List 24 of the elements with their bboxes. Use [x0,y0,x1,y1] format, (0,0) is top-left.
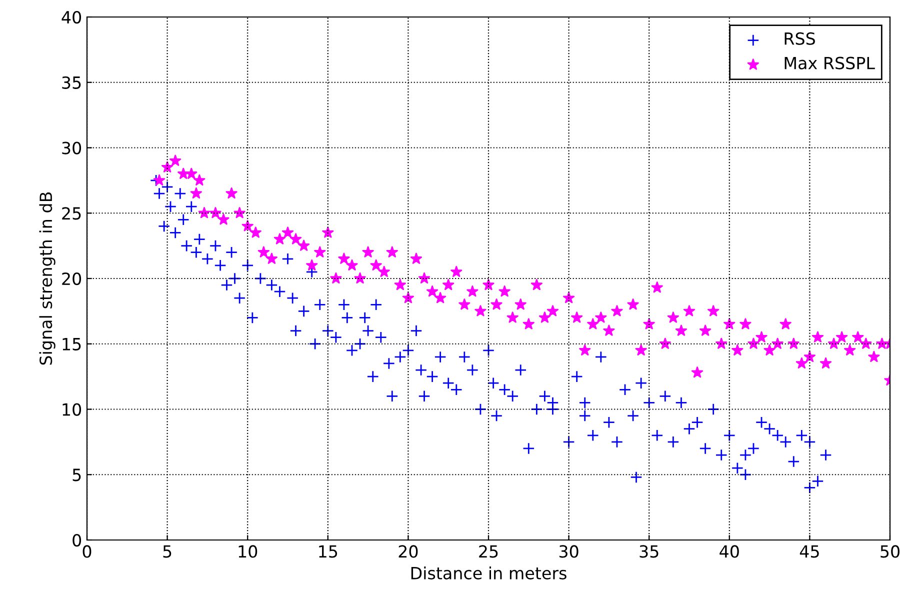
x-tick-label: 40 [720,545,739,558]
y-axis-title: Signal strength in dB [39,192,56,365]
x-axis-title: Distance in meters [411,566,566,580]
y-tick-label: 0 [72,534,82,547]
y-tick-label: 35 [62,76,81,89]
y-tick-label: 15 [62,338,81,350]
x-tick-label: 20 [398,545,418,558]
y-tick-label: 5 [72,468,81,482]
y-tick-label: 10 [62,403,82,416]
x-tick-label: 5 [163,545,172,558]
x-tick-label: 35 [640,545,658,558]
x-tick-label: 10 [238,545,258,558]
x-tick-label: 30 [559,545,578,558]
x-tick-label: 45 [800,545,819,558]
x-tick-label: 15 [319,545,338,558]
x-tick-label: 50 [880,545,900,558]
x-tick-label: 0 [82,545,92,558]
y-tick-label: 25 [62,207,81,220]
y-tick-label: 20 [62,272,82,286]
y-tick-label: 40 [62,10,82,24]
x-tick-label: 25 [479,545,498,558]
legend-label: RSS [784,32,815,45]
legend-label: Max RSSPL [784,56,875,70]
y-tick-label: 30 [62,142,82,154]
